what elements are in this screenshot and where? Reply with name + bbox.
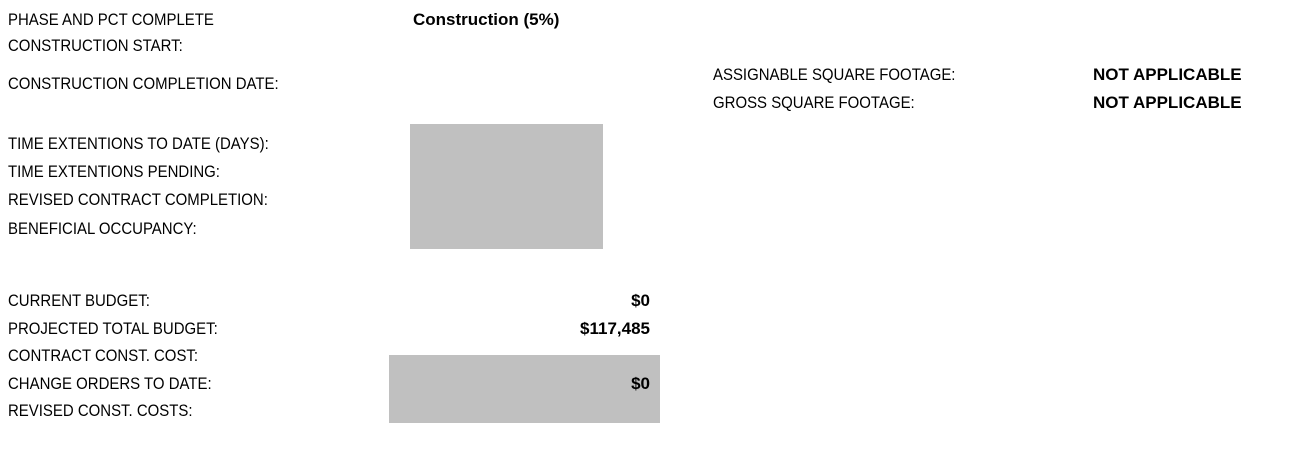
shaded-box xyxy=(389,355,660,423)
field-label: GROSS SQUARE FOOTAGE: xyxy=(713,93,915,112)
field-value: NOT APPLICABLE xyxy=(1093,93,1242,112)
field-value: NOT APPLICABLE xyxy=(1093,65,1242,84)
field-value: $0 xyxy=(631,291,650,310)
field-label: PROJECTED TOTAL BUDGET: xyxy=(8,319,218,338)
field-label: CONTRACT CONST. COST: xyxy=(8,346,199,365)
field-label: PHASE AND PCT COMPLETE xyxy=(8,10,214,29)
field-label: ASSIGNABLE SQUARE FOOTAGE: xyxy=(713,65,956,84)
field-value: Construction (5%) xyxy=(413,10,560,29)
field-label: CONSTRUCTION START: xyxy=(8,36,183,55)
field-label: REVISED CONTRACT COMPLETION: xyxy=(8,190,268,209)
field-label: TIME EXTENTIONS PENDING: xyxy=(8,162,220,181)
field-label: TIME EXTENTIONS TO DATE (DAYS): xyxy=(8,134,269,153)
shaded-box xyxy=(410,124,603,249)
field-label: CURRENT BUDGET: xyxy=(8,291,150,310)
field-value: $117,485 xyxy=(580,319,650,338)
field-label: CHANGE ORDERS TO DATE: xyxy=(8,374,212,393)
field-label: CONSTRUCTION COMPLETION DATE: xyxy=(8,74,279,93)
field-label: REVISED CONST. COSTS: xyxy=(8,401,193,420)
field-value: $0 xyxy=(631,374,650,393)
field-label: BENEFICIAL OCCUPANCY: xyxy=(8,219,197,238)
